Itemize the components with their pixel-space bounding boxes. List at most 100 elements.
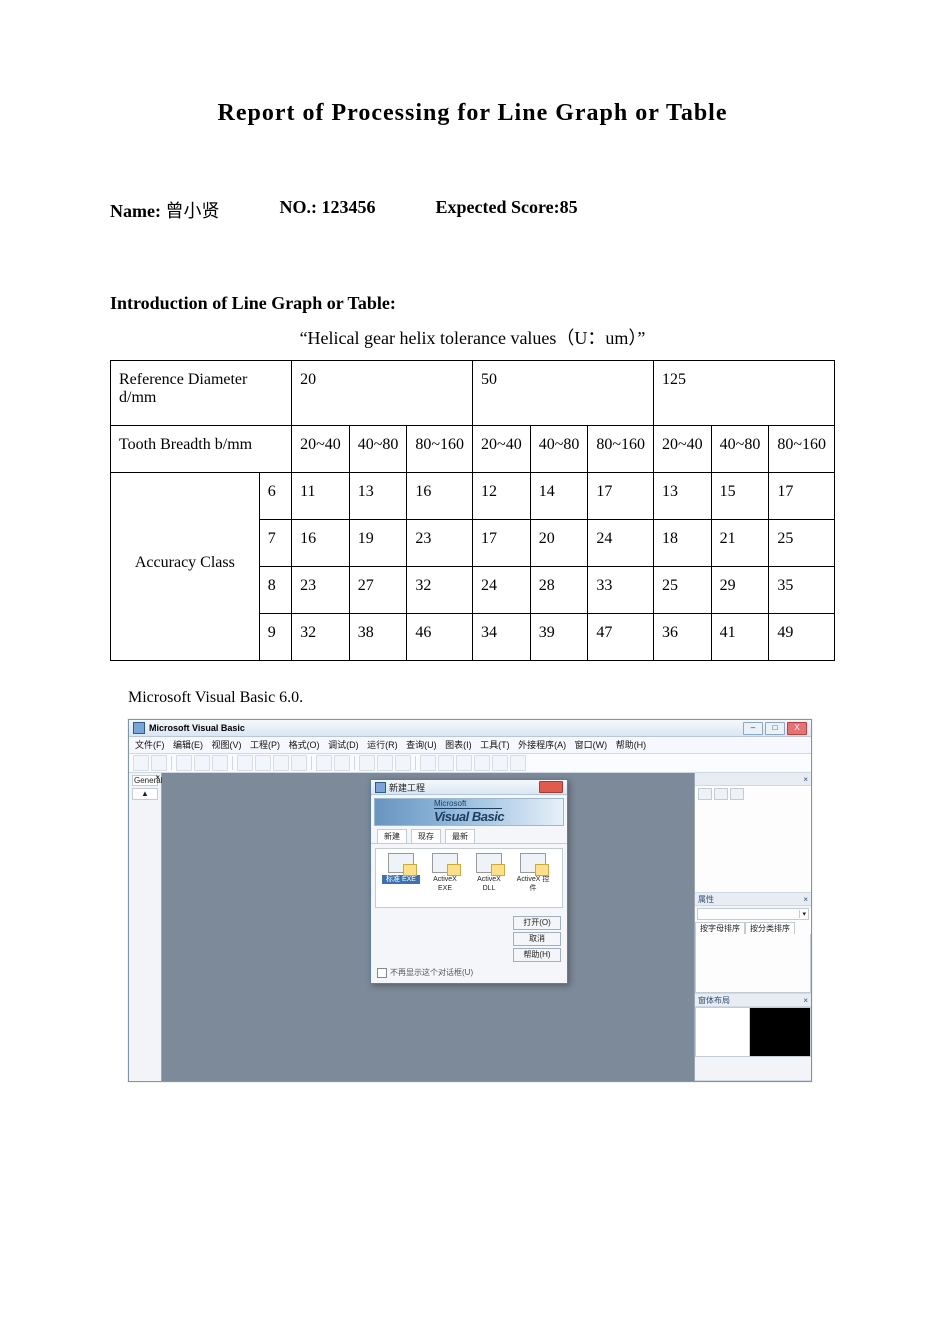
menu-item[interactable]: 视图(V) bbox=[212, 740, 242, 750]
menu-item[interactable]: 格式(O) bbox=[289, 740, 320, 750]
toolbar-button-icon[interactable] bbox=[237, 755, 253, 771]
project-type-list[interactable]: 标准 EXE ActiveX EXE ActiveX DLL Acti bbox=[375, 848, 563, 908]
menu-item[interactable]: 调试(D) bbox=[328, 740, 359, 750]
data-cell: 36 bbox=[654, 614, 712, 661]
toolbar-button-icon[interactable] bbox=[492, 755, 508, 771]
page-title: Report of Processing for Line Graph or T… bbox=[110, 100, 835, 127]
table-row: Accuracy Class 6 11 13 16 12 14 17 13 15… bbox=[111, 473, 835, 520]
data-cell: 12 bbox=[473, 473, 531, 520]
vb6-toolbox[interactable]: × General ▲ bbox=[129, 773, 162, 1081]
data-cell: 17 bbox=[769, 473, 835, 520]
toolbar-button-icon[interactable] bbox=[316, 755, 332, 771]
vb6-menubar[interactable]: 文件(F) 编辑(E) 视图(V) 工程(P) 格式(O) 调试(D) 运行(R… bbox=[129, 737, 811, 754]
menu-item[interactable]: 工具(T) bbox=[480, 740, 510, 750]
section-intro-heading: Introduction of Line Graph or Table: bbox=[110, 293, 835, 314]
view-object-icon[interactable] bbox=[714, 788, 728, 800]
toolbar-button-icon[interactable] bbox=[176, 755, 192, 771]
menu-item[interactable]: 查询(U) bbox=[406, 740, 437, 750]
toolbar-button-icon[interactable] bbox=[194, 755, 210, 771]
menu-item[interactable]: 帮助(H) bbox=[616, 740, 647, 750]
dont-show-again-row[interactable]: 不再显示这个对话框(U) bbox=[371, 964, 567, 983]
close-button[interactable]: X bbox=[787, 722, 807, 735]
no-value: 123456 bbox=[321, 197, 375, 217]
checkbox-icon[interactable] bbox=[377, 968, 387, 978]
menu-item[interactable]: 外接程序(A) bbox=[518, 740, 566, 750]
tab-alphabetic[interactable]: 按字母排序 bbox=[695, 922, 745, 934]
toolbar-button-icon[interactable] bbox=[474, 755, 490, 771]
toolbar-button-icon[interactable] bbox=[334, 755, 350, 771]
properties-panel[interactable]: 属性× ▾ 按字母排序 按分类排序 bbox=[695, 893, 811, 994]
menu-item[interactable]: 图表(I) bbox=[445, 740, 472, 750]
menu-item[interactable]: 窗口(W) bbox=[575, 740, 608, 750]
open-button[interactable]: 打开(O) bbox=[513, 916, 561, 930]
dialog-titlebar[interactable]: 新建工程 bbox=[371, 780, 567, 795]
project-type-label: ActiveX DLL bbox=[470, 875, 508, 893]
project-explorer-panel[interactable]: × bbox=[695, 773, 811, 893]
form-layout-panel[interactable]: 窗体布局× bbox=[695, 994, 811, 1081]
toolbar-button-icon[interactable] bbox=[377, 755, 393, 771]
toolbar-button-icon[interactable] bbox=[510, 755, 526, 771]
project-type-icon bbox=[432, 853, 458, 873]
form-layout-preview[interactable] bbox=[695, 1007, 750, 1057]
toolbox-close-icon[interactable]: × bbox=[155, 773, 160, 782]
menu-item[interactable]: 工程(P) bbox=[250, 740, 280, 750]
breadth-cell: 80~160 bbox=[769, 426, 835, 473]
banner-visualbasic-text: Visual Basic bbox=[434, 809, 504, 824]
vb6-toolbar[interactable] bbox=[129, 754, 811, 773]
panel-close-icon[interactable]: × bbox=[803, 996, 808, 1005]
vb6-titlebar[interactable]: Microsoft Visual Basic – □ X bbox=[129, 720, 811, 737]
toolbar-button-icon[interactable] bbox=[359, 755, 375, 771]
project-tree[interactable] bbox=[695, 802, 811, 892]
toggle-folders-icon[interactable] bbox=[730, 788, 744, 800]
toolbar-button-icon[interactable] bbox=[151, 755, 167, 771]
vb6-mdi-client: 新建工程 Microsoft Visual Basic 新建 现存 最新 bbox=[162, 773, 694, 1081]
toolbar-button-icon[interactable] bbox=[395, 755, 411, 771]
toolbar-button-icon[interactable] bbox=[212, 755, 228, 771]
tab-categorized[interactable]: 按分类排序 bbox=[745, 922, 795, 934]
tab-recent[interactable]: 最新 bbox=[445, 829, 475, 843]
maximize-button[interactable]: □ bbox=[765, 722, 785, 735]
pointer-tool-icon[interactable]: ▲ bbox=[132, 788, 158, 800]
toolbar-button-icon[interactable] bbox=[133, 755, 149, 771]
view-code-icon[interactable] bbox=[698, 788, 712, 800]
help-button[interactable]: 帮助(H) bbox=[513, 948, 561, 962]
project-type-icon bbox=[476, 853, 502, 873]
menu-item[interactable]: 编辑(E) bbox=[173, 740, 203, 750]
project-type-label: ActiveX EXE bbox=[426, 875, 464, 893]
name-value: 曾小贤 bbox=[165, 201, 219, 221]
breadth-cell: 40~80 bbox=[530, 426, 588, 473]
toolbar-button-icon[interactable] bbox=[438, 755, 454, 771]
data-cell: 16 bbox=[292, 520, 350, 567]
project-type-item[interactable]: 标准 EXE bbox=[382, 853, 420, 903]
properties-grid[interactable] bbox=[695, 934, 811, 993]
breadth-cell: 20~40 bbox=[654, 426, 712, 473]
minimize-button[interactable]: – bbox=[743, 722, 763, 735]
tab-existing[interactable]: 现存 bbox=[411, 829, 441, 843]
dropdown-icon[interactable]: ▾ bbox=[799, 910, 808, 918]
table-row: Reference Diameter d/mm 20 50 125 bbox=[111, 361, 835, 426]
toolbar-button-icon[interactable] bbox=[291, 755, 307, 771]
toolbar-button-icon[interactable] bbox=[273, 755, 289, 771]
toolbox-title: General bbox=[132, 775, 158, 786]
toolbar-button-icon[interactable] bbox=[255, 755, 271, 771]
cancel-button[interactable]: 取消 bbox=[513, 932, 561, 946]
panel-close-icon[interactable]: × bbox=[803, 775, 808, 784]
toolbar-button-icon[interactable] bbox=[420, 755, 436, 771]
row-header-breadth: Tooth Breadth b/mm bbox=[111, 426, 292, 473]
breadth-cell: 20~40 bbox=[292, 426, 350, 473]
dialog-close-button[interactable] bbox=[539, 781, 563, 793]
vb6-app-icon bbox=[133, 722, 145, 734]
tab-new[interactable]: 新建 bbox=[377, 829, 407, 843]
data-cell: 27 bbox=[349, 567, 407, 614]
project-type-icon bbox=[388, 853, 414, 873]
project-type-item[interactable]: ActiveX EXE bbox=[426, 853, 464, 903]
project-type-item[interactable]: ActiveX 控件 bbox=[514, 853, 552, 903]
menu-item[interactable]: 运行(R) bbox=[367, 740, 398, 750]
dialog-tabs[interactable]: 新建 现存 最新 bbox=[371, 826, 567, 844]
project-type-item[interactable]: ActiveX DLL bbox=[470, 853, 508, 903]
data-cell: 16 bbox=[407, 473, 473, 520]
panel-close-icon[interactable]: × bbox=[803, 895, 808, 904]
menu-item[interactable]: 文件(F) bbox=[135, 740, 165, 750]
data-cell: 33 bbox=[588, 567, 654, 614]
toolbar-button-icon[interactable] bbox=[456, 755, 472, 771]
